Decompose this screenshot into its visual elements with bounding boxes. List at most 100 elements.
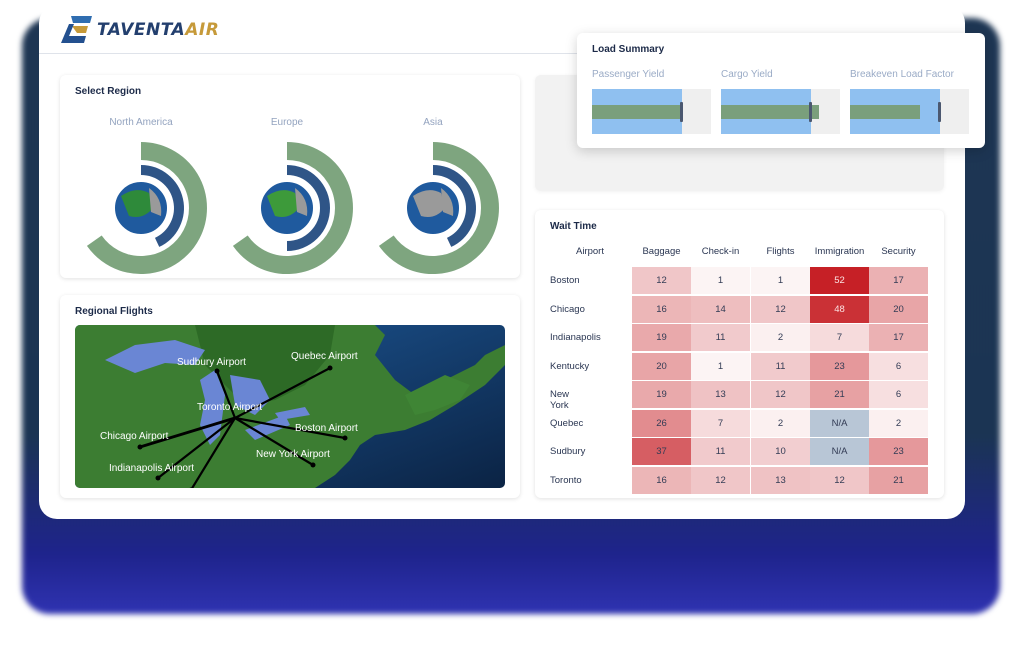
metric-label: Breakeven Load Factor [850, 69, 954, 80]
heatmap-cell[interactable]: 1 [691, 352, 750, 380]
metric-label: Cargo Yield [721, 69, 773, 80]
flight-route[interactable] [234, 367, 331, 419]
heatmap-cell[interactable]: 1 [691, 267, 750, 294]
bullet-track [850, 89, 969, 134]
heatmap-cell[interactable]: 17 [869, 324, 928, 351]
heatmap-cell[interactable]: 11 [691, 438, 750, 465]
heatmap-cell[interactable]: 48 [810, 295, 869, 323]
heatmap-cell[interactable]: 12 [632, 267, 691, 294]
heatmap-cell[interactable]: 11 [751, 352, 810, 380]
heatmap-cell[interactable]: 7 [691, 409, 750, 437]
card-title: Regional Flights [75, 306, 153, 317]
heatmap-cell[interactable]: 10 [751, 438, 810, 465]
heatmap-cell[interactable]: 16 [632, 295, 691, 323]
flight-route[interactable] [139, 416, 236, 449]
wait-time-card: Wait Time Airport Baggage Check-in Flights I… [535, 210, 944, 498]
airport-marker[interactable] [155, 475, 161, 481]
heatmap-cell[interactable]: 7 [810, 324, 869, 351]
heatmap-cell[interactable]: 12 [810, 466, 869, 494]
bullet-track [592, 89, 711, 134]
airport-label: New York Airport [256, 449, 330, 460]
flight-route[interactable] [234, 417, 314, 466]
select-region-card: Select Region North America Europe Asia [60, 75, 520, 278]
bullet-target-marker [809, 102, 813, 122]
region-label: Europe [270, 117, 304, 128]
globe-europe-icon [259, 180, 315, 236]
column-header[interactable]: Baggage [642, 246, 681, 257]
row-label-sudbury: Sudbury [550, 446, 586, 457]
row-label-new-york: New York [550, 389, 570, 411]
heatmap-cell[interactable]: 1 [751, 267, 810, 294]
heatmap-cell[interactable]: N/A [810, 438, 869, 465]
airport-label: Quebec Airport [291, 351, 358, 362]
heatmap-cell[interactable]: 12 [691, 466, 750, 494]
heatmap-cell[interactable]: 19 [632, 324, 691, 351]
bullet-value-bar [850, 105, 921, 119]
regional-flights-map[interactable]: Sudbury Airport Quebec Airport Chicago Air… [75, 325, 505, 488]
lake-erie [245, 415, 290, 440]
heatmap-cell[interactable]: 17 [869, 267, 928, 294]
outer-ring [232, 142, 353, 274]
heatmap-cell[interactable]: 13 [751, 466, 810, 494]
bullet-target-marker [938, 102, 942, 122]
flight-route[interactable] [215, 370, 237, 419]
brand-name: TAVENTAAIR [97, 20, 220, 40]
heatmap-cell[interactable]: 21 [869, 466, 928, 494]
heatmap-cell[interactable]: 52 [810, 267, 869, 294]
lake-superior [105, 340, 205, 373]
load-summary-card: Load Summary Passenger Yield Cargo Yield… [577, 33, 985, 148]
heatmap-cell[interactable]: 20 [632, 352, 691, 380]
heatmap-cell[interactable]: 12 [751, 381, 810, 408]
bullet-chart-passenger-yield[interactable]: Passenger Yield [592, 69, 711, 134]
column-header[interactable]: Airport [576, 246, 604, 257]
inner-ring [286, 165, 330, 251]
airport-marker[interactable] [327, 365, 333, 371]
heatmap-cell[interactable]: 2 [751, 324, 810, 351]
airport-marker[interactable] [342, 435, 348, 441]
heatmap-cell[interactable]: N/A [810, 409, 869, 437]
inner-ring [432, 165, 476, 247]
flight-route[interactable] [190, 417, 236, 488]
column-header[interactable]: Flights [766, 246, 795, 257]
heatmap-cell[interactable]: 19 [632, 381, 691, 408]
bullet-chart-breakeven-load-factor[interactable]: Breakeven Load Factor [850, 69, 969, 134]
flight-route[interactable] [157, 417, 236, 479]
heatmap-cell[interactable]: 2 [869, 409, 928, 437]
row-label-boston: Boston [550, 275, 580, 286]
header: TAVENTAAIR [39, 5, 965, 54]
bullet-value-bar [592, 105, 683, 119]
heatmap-cell[interactable]: 12 [751, 295, 810, 323]
region-north-america[interactable]: North America [71, 75, 211, 278]
airport-marker[interactable] [214, 368, 220, 374]
flight-route[interactable] [234, 416, 346, 440]
airport-marker[interactable] [189, 487, 194, 489]
outer-ring [86, 142, 207, 274]
heatmap-cell[interactable]: 13 [691, 381, 750, 408]
region-asia[interactable]: Asia [363, 75, 503, 278]
heatmap-cell[interactable]: 23 [869, 438, 928, 465]
heatmap-cell[interactable]: 26 [632, 409, 691, 437]
bullet-chart-cargo-yield[interactable]: Cargo Yield [721, 69, 840, 134]
column-header[interactable]: Immigration [814, 246, 865, 257]
heatmap-cell[interactable]: 37 [632, 438, 691, 465]
taventa-logo-icon [61, 16, 92, 43]
heatmap-cell[interactable]: 23 [810, 352, 869, 380]
card-title: Select Region [75, 86, 142, 97]
heatmap-cell[interactable]: 16 [632, 466, 691, 494]
heatmap-cell[interactable]: 6 [869, 381, 928, 408]
airport-marker[interactable] [137, 444, 143, 450]
heatmap-cell[interactable]: 6 [869, 352, 928, 380]
heatmap-cell[interactable]: 20 [869, 295, 928, 323]
heatmap-cell[interactable]: 2 [751, 409, 810, 437]
column-header[interactable]: Check-in [701, 246, 740, 257]
logo[interactable]: TAVENTAAIR [61, 16, 219, 44]
airport-marker[interactable] [310, 462, 316, 468]
card-title: Wait Time [550, 221, 597, 232]
heatmap-cell[interactable]: 21 [810, 381, 869, 408]
row-label-kentucky: Kentucky [550, 360, 590, 372]
region-europe[interactable]: Europe [217, 75, 357, 278]
globe-north-america-icon [113, 180, 169, 236]
heatmap-cell[interactable]: 14 [691, 295, 750, 323]
column-header[interactable]: Security [881, 246, 916, 257]
heatmap-cell[interactable]: 11 [691, 324, 750, 351]
